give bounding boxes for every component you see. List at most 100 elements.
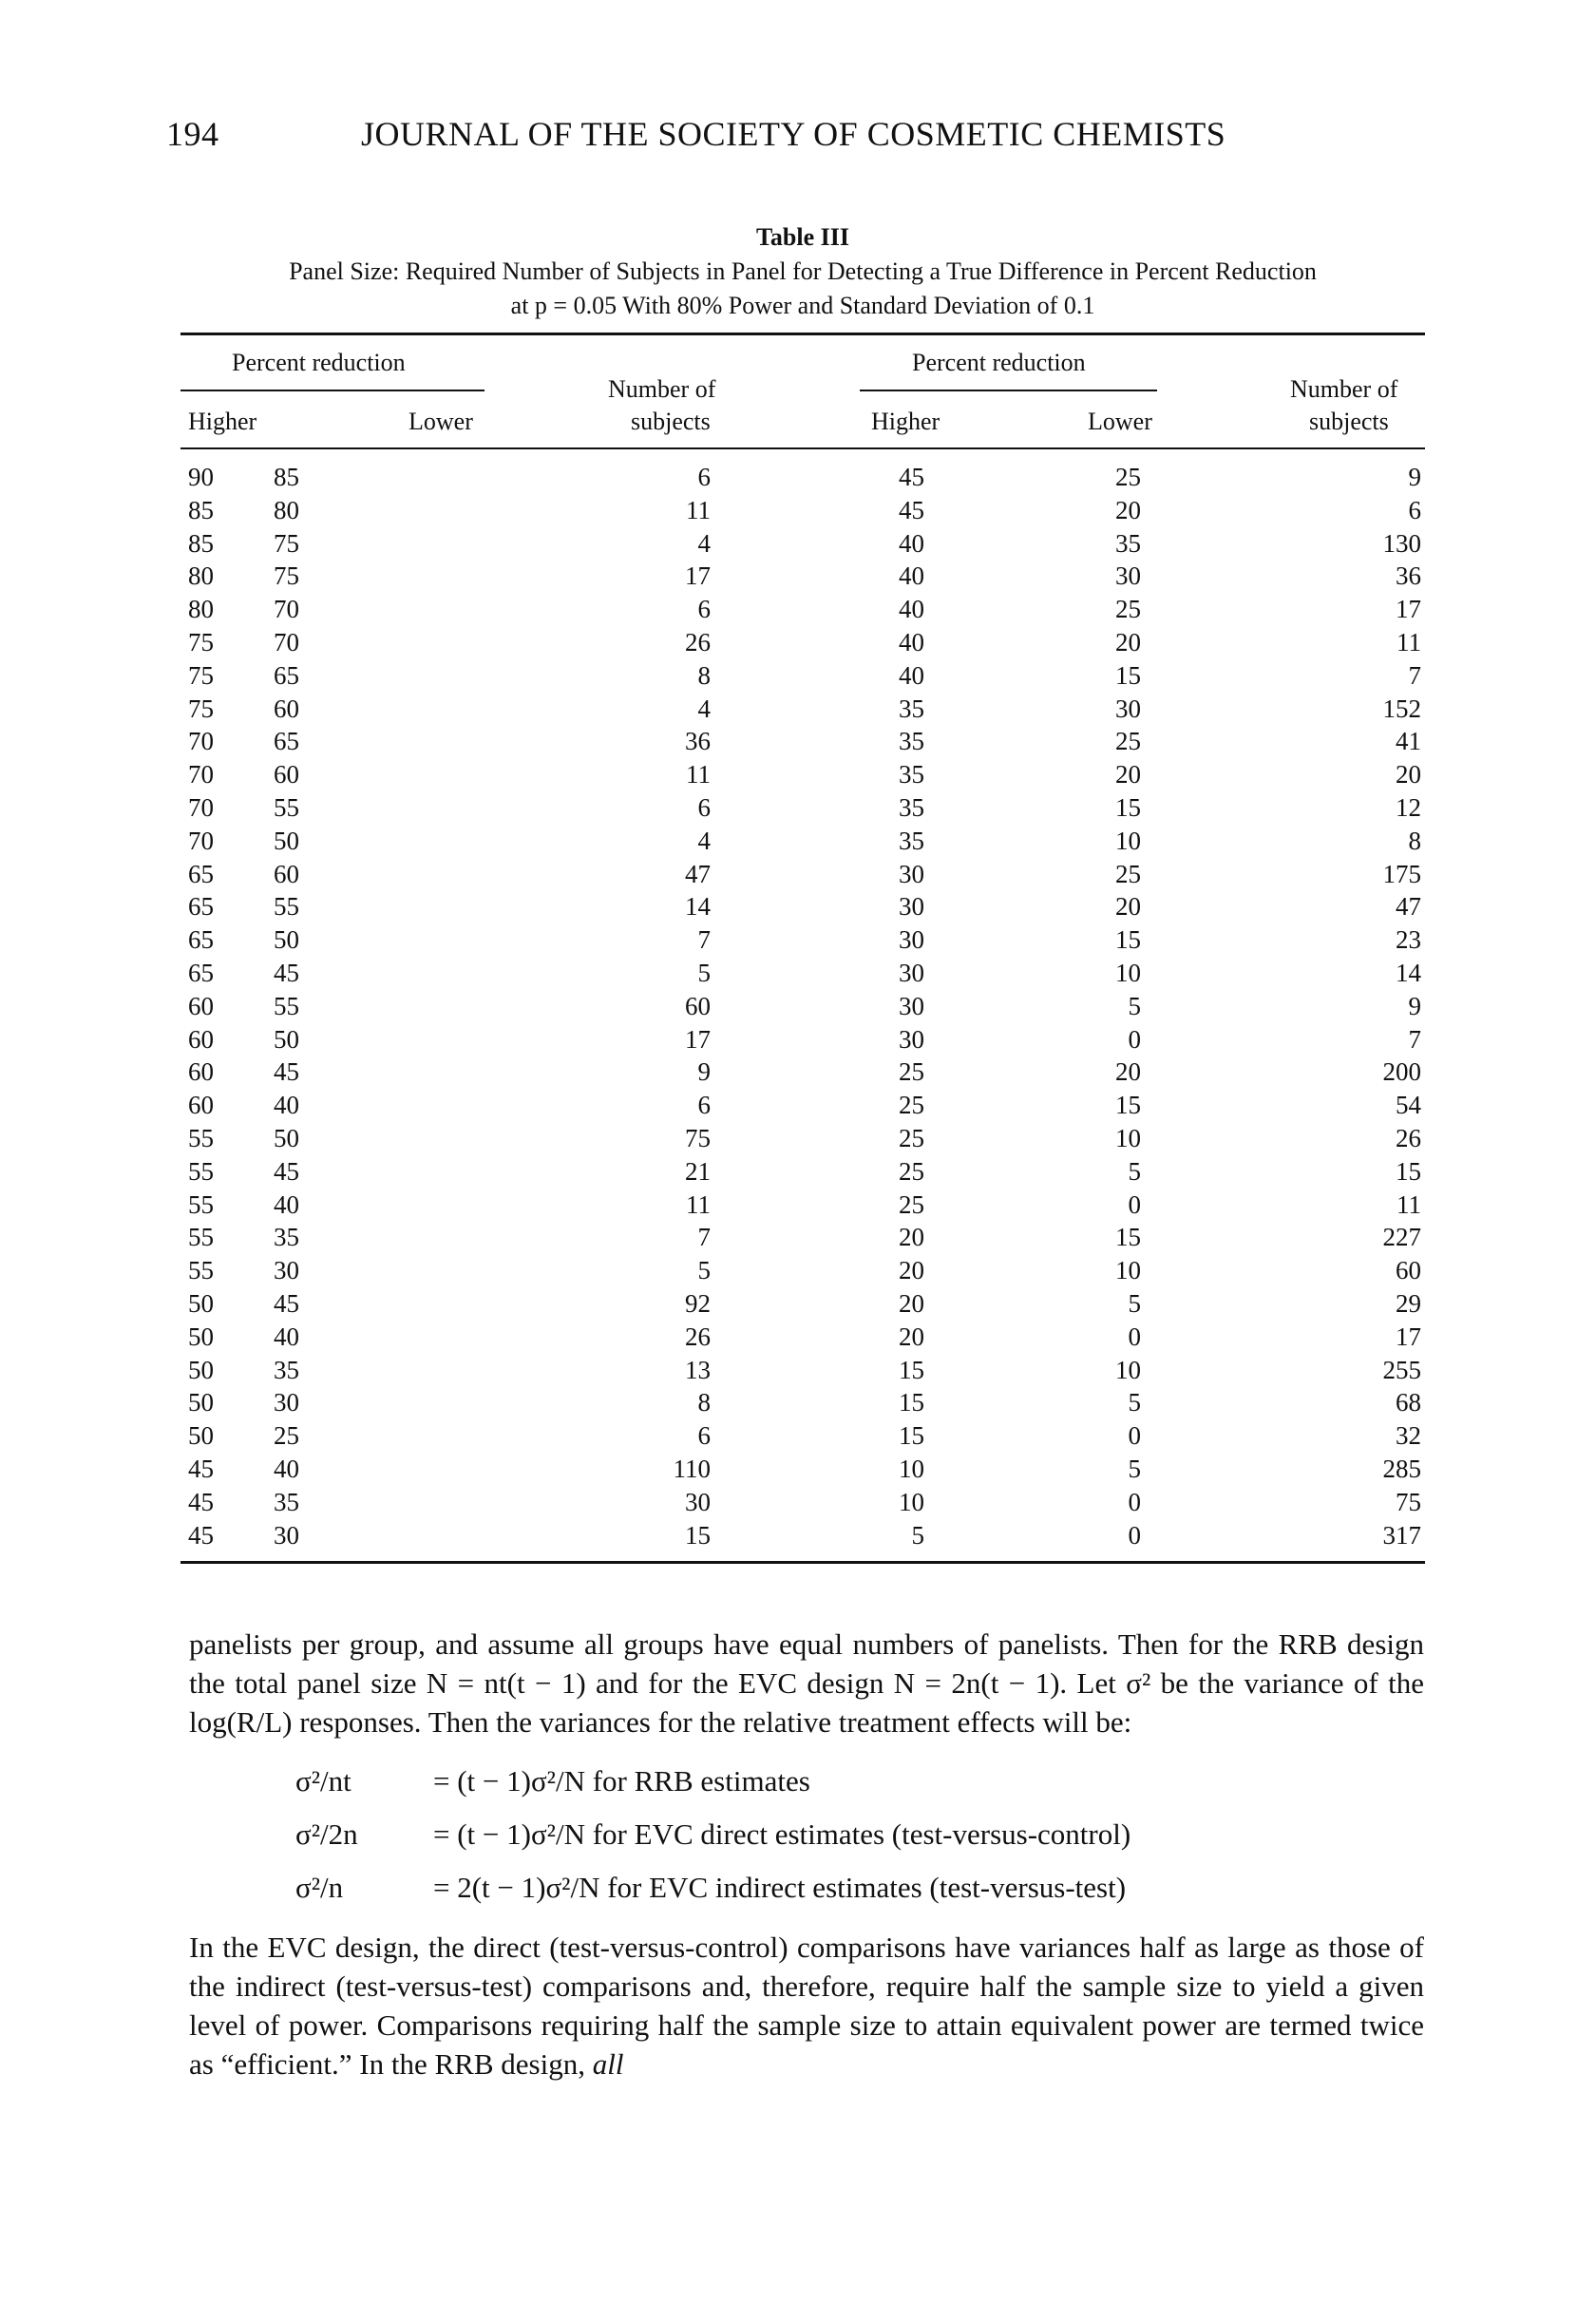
table-cell: 5: [1128, 991, 1142, 1020]
table-cell: 80: [188, 595, 214, 624]
group-rule-right: [860, 390, 1157, 391]
table-cell: 60: [274, 859, 299, 888]
table-cell: 5: [1128, 1288, 1142, 1318]
table-cell: 25: [274, 1421, 299, 1451]
table-cell: 40: [899, 595, 924, 624]
table-cell: 15: [899, 1355, 924, 1384]
caption-line-1: Panel Size: Required Number of Subjects …: [289, 257, 1317, 285]
table-cell: 25: [1115, 859, 1141, 888]
table-row: 50 45 92 20 5 29: [180, 1287, 1425, 1321]
table-cell: 5: [1128, 1156, 1142, 1186]
table-cell: 36: [685, 727, 711, 756]
table-cell: 45: [274, 958, 299, 987]
col-number-left-1: Number of: [608, 375, 716, 403]
table-cell: 10: [1115, 1256, 1141, 1285]
table-cell: 0: [1128, 1421, 1142, 1451]
table-cell: 15: [1396, 1156, 1421, 1186]
table-cell: 60: [274, 694, 299, 723]
table-cell: 17: [685, 1024, 711, 1054]
table-cell: 85: [274, 463, 299, 491]
equation-2: σ²/2n = (t − 1)σ²/N for EVC direct estima…: [295, 1817, 1131, 1851]
table-cell: 40: [899, 528, 924, 558]
table-row: 80 75 17 40 30 36: [180, 560, 1425, 593]
table-cell: 15: [1115, 1223, 1141, 1252]
table-row: 55 45 21 25 5 15: [180, 1155, 1425, 1189]
table-row: 65 60 47 30 25 175: [180, 858, 1425, 891]
page-number: 194: [166, 115, 219, 153]
table-cell: 15: [1115, 660, 1141, 690]
table-cell: 25: [899, 1057, 924, 1087]
table-cell: 8: [697, 1388, 712, 1417]
table-cell: 65: [188, 892, 214, 922]
table-cell: 80: [274, 495, 299, 524]
table-cell: 9: [697, 1057, 712, 1087]
table-cell: 47: [685, 859, 711, 888]
table-cell: 26: [685, 1322, 711, 1351]
table-cell: 110: [673, 1454, 712, 1483]
table-cell: 45: [274, 1156, 299, 1186]
data-table: Percent reduction Higher Lower Number of…: [180, 333, 1425, 1565]
table-cell: 10: [899, 1487, 924, 1516]
table-row: 55 30 5 20 10 60: [180, 1254, 1425, 1287]
table-cell: 35: [274, 1487, 299, 1516]
table-cell: 10: [899, 1454, 924, 1483]
table-cell: 255: [1382, 1355, 1422, 1384]
table-cell: 35: [274, 1355, 299, 1384]
table-cell: 30: [899, 925, 924, 955]
table-cell: 10: [1115, 826, 1141, 855]
table-body: 90 85 6 45 25 9 85 80 11 45 20 6 85 75 4 40 35 130 80 75 17 4…: [180, 461, 1425, 1551]
table-label: Table III: [755, 223, 850, 251]
table-cell: 35: [1115, 528, 1141, 558]
table-cell: 8: [1408, 826, 1422, 855]
table-row: 60 45 9 25 20 200: [180, 1056, 1425, 1089]
table-cell: 60: [188, 991, 214, 1020]
table-cell: 25: [1115, 595, 1141, 624]
table-cell: 227: [1382, 1223, 1422, 1252]
table-cell: 75: [274, 561, 299, 591]
table-cell: 5: [1128, 1454, 1142, 1483]
table-cell: 45: [188, 1520, 214, 1550]
table-cell: 45: [274, 1057, 299, 1087]
table-cell: 200: [1382, 1057, 1422, 1087]
table-cell: 70: [188, 792, 214, 822]
table-row: 65 45 5 30 10 14: [180, 957, 1425, 990]
table-cell: 35: [899, 694, 924, 723]
table-cell: 14: [1396, 958, 1421, 987]
table-cell: 6: [1408, 495, 1422, 524]
table-row: 70 55 6 35 15 12: [180, 791, 1425, 825]
table-cell: 30: [899, 1024, 924, 1054]
table-cell: 17: [1396, 595, 1421, 624]
table-cell: 4: [697, 694, 712, 723]
table-cell: 30: [899, 991, 924, 1020]
table-cell: 17: [1396, 1322, 1421, 1351]
table-cell: 60: [1396, 1256, 1421, 1285]
table-cell: 60: [188, 1091, 214, 1120]
table-row: 70 60 11 35 20 20: [180, 758, 1425, 791]
table-cell: 10: [1115, 1123, 1141, 1152]
table-cell: 20: [1115, 627, 1141, 656]
table-cell: 5: [697, 958, 712, 987]
table-cell: 0: [1128, 1520, 1142, 1550]
table-cell: 20: [1115, 760, 1141, 790]
table-cell: 92: [685, 1288, 711, 1318]
table-cell: 5: [911, 1520, 925, 1550]
table-cell: 55: [274, 991, 299, 1020]
table-cell: 55: [188, 1189, 214, 1219]
table-cell: 25: [1115, 463, 1141, 491]
journal-title: JOURNAL OF THE SOCIETY OF COSMETIC CHEMI…: [361, 115, 1226, 153]
table-cell: 50: [188, 1388, 214, 1417]
table-cell: 75: [1396, 1487, 1421, 1516]
table-cell: 35: [899, 727, 924, 756]
table-cell: 75: [188, 694, 214, 723]
table-row: 75 60 4 35 30 152: [180, 693, 1425, 726]
table-cell: 40: [274, 1322, 299, 1351]
col-number-right-1: Number of: [1290, 375, 1398, 403]
paragraph-2: In the EVC design, the direct (test-vers…: [189, 1931, 1424, 2081]
table-cell: 26: [685, 627, 711, 656]
table-row: 50 30 8 15 5 68: [180, 1386, 1425, 1419]
table-cell: 6: [697, 1091, 712, 1120]
table-cell: 55: [188, 1256, 214, 1285]
table-row: 55 40 11 25 0 11: [180, 1189, 1425, 1222]
table-cell: 50: [188, 1288, 214, 1318]
table-cell: 70: [188, 826, 214, 855]
